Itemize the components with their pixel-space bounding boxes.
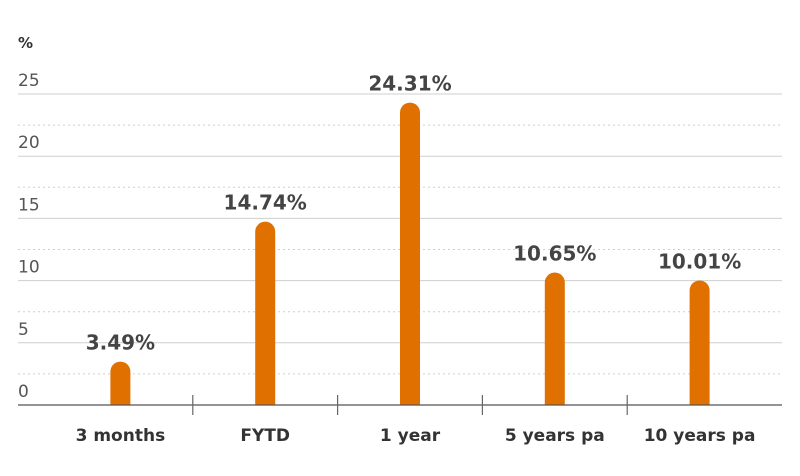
data-label: 10.65% — [513, 242, 596, 266]
y-tick-label: 10 — [18, 258, 40, 278]
data-labels: 3.49% 14.74% 24.31% 10.65% 10.01% — [86, 72, 742, 355]
data-label: 14.74% — [224, 191, 307, 215]
bar — [544, 272, 565, 405]
x-category-label: 3 months — [76, 426, 166, 446]
y-tick-label: 20 — [18, 133, 40, 153]
x-category-label: FYTD — [240, 426, 290, 446]
y-axis-tick-labels: 0 5 10 15 20 25 — [18, 71, 40, 402]
y-tick-label: 25 — [18, 71, 40, 91]
bars — [110, 102, 710, 405]
y-tick-label: 5 — [18, 320, 29, 340]
x-category-label: 10 years pa — [644, 426, 756, 446]
bar — [689, 280, 710, 405]
x-axis-category-labels: 3 months FYTD 1 year 5 years pa 10 years pa — [76, 426, 756, 446]
data-label: 3.49% — [86, 331, 155, 355]
bar — [400, 102, 420, 405]
x-category-label: 1 year — [380, 426, 441, 446]
category-separators — [192, 395, 628, 415]
data-label: 10.01% — [658, 249, 741, 273]
y-axis-unit-label: % — [18, 34, 33, 52]
bar — [255, 221, 276, 405]
bar — [110, 361, 131, 405]
y-tick-label: 0 — [18, 382, 29, 402]
x-category-label: 5 years pa — [505, 426, 605, 446]
y-tick-label: 15 — [18, 195, 40, 215]
data-label: 24.31% — [368, 72, 451, 96]
